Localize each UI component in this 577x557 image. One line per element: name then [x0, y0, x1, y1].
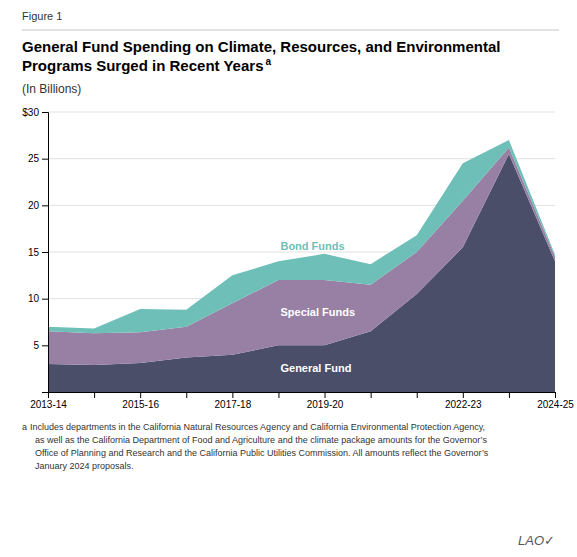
x-tick-mark	[278, 392, 279, 398]
x-tick	[417, 392, 418, 398]
y-tick-mark	[42, 252, 48, 253]
area	[48, 140, 555, 333]
footnote-line: Office of Planning and Research and the …	[30, 448, 489, 458]
title: General Fund Spending on Climate, Resour…	[22, 38, 500, 74]
x-tick-label: 2019-20	[307, 399, 344, 410]
y-tick: 15	[28, 247, 48, 258]
x-tick-mark	[94, 392, 95, 398]
watermark: LAO✓	[518, 533, 555, 548]
footnote: Includes departments in the California N…	[30, 422, 489, 471]
footnote-line: Includes departments in the California N…	[30, 422, 485, 432]
title-line: General Fund Spending on Climate, Resour…	[22, 38, 500, 55]
x-tick: 2019-20	[307, 392, 344, 410]
x-tick: 2024-25	[537, 392, 574, 410]
x-tick-label: 2022-23	[445, 399, 482, 410]
title-line: Programs Surged in Recent Years	[22, 57, 264, 74]
x-tick	[278, 392, 279, 398]
series-label: Special Funds	[280, 306, 355, 318]
x-tick: 2013-14	[30, 392, 67, 410]
x-tick-mark	[186, 392, 187, 398]
y-tick-mark	[42, 159, 48, 160]
y-tick-label: 20	[28, 200, 40, 211]
y-tick-label: 15	[28, 247, 40, 258]
plot: 2013-14 2015-16 2017-18 2019-20 2022-23 2024-…	[22, 107, 574, 410]
y-tick: 20	[28, 200, 48, 211]
footnote-line: as well as the California Department of …	[30, 435, 487, 445]
y-tick-mark	[42, 205, 48, 206]
y-tick-label: 5	[33, 340, 39, 351]
y-tick-label: 25	[28, 153, 40, 164]
y-tick-label: $30	[22, 107, 39, 118]
y-axis: 5 10 15 20 25 $30	[22, 107, 48, 393]
x-tick	[509, 392, 510, 398]
x-axis-line	[49, 393, 556, 399]
y-tick-mark	[42, 112, 48, 113]
x-tick-label: 2017-18	[215, 399, 252, 410]
x-tick-mark	[325, 392, 326, 398]
x-tick-mark	[463, 392, 464, 398]
x-tick-mark	[371, 392, 372, 398]
y-tick: 25	[28, 153, 48, 164]
footnote-marker: a	[22, 422, 27, 432]
y-tick-mark	[42, 345, 48, 346]
x-tick: 2017-18	[215, 392, 252, 410]
x-tick: 2022-23	[445, 392, 482, 410]
title-superscript: a	[266, 56, 272, 67]
series-labels: General Fund Special Funds Bond Funds	[280, 240, 355, 373]
x-tick-label: 2013-14	[30, 399, 67, 410]
y-tick: 5	[33, 340, 48, 351]
x-tick-mark	[555, 392, 556, 398]
separator	[22, 30, 559, 31]
x-axis: 2013-14 2015-16 2017-18 2019-20 2022-23 2024-…	[30, 392, 574, 410]
y-tick-mark	[42, 299, 48, 300]
footnote-line: January 2024 proposals.	[30, 461, 134, 471]
x-tick-mark	[140, 392, 141, 398]
x-tick-label: 2024-25	[537, 399, 574, 410]
x-tick-label: 2015-16	[122, 399, 159, 410]
chart-svg: Figure 1 General Fund Spending on Climate…	[0, 0, 577, 557]
x-tick	[186, 392, 187, 398]
y-tick-label: 10	[28, 293, 40, 304]
y-tick: $30	[22, 107, 48, 118]
areas	[48, 140, 555, 392]
series-label: Bond Funds	[280, 240, 344, 252]
grid-line	[48, 112, 555, 113]
y-tick: 10	[28, 293, 48, 304]
x-tick-mark	[232, 392, 233, 398]
x-tick: 2015-16	[122, 392, 159, 410]
figure-label: Figure 1	[22, 10, 62, 22]
x-tick	[371, 392, 372, 398]
subtitle: (In Billions)	[22, 82, 81, 96]
x-tick	[94, 392, 95, 398]
y-axis-line	[42, 113, 49, 393]
series-label: General Fund	[280, 362, 351, 374]
x-tick-mark	[509, 392, 510, 398]
x-tick-mark	[417, 392, 418, 398]
